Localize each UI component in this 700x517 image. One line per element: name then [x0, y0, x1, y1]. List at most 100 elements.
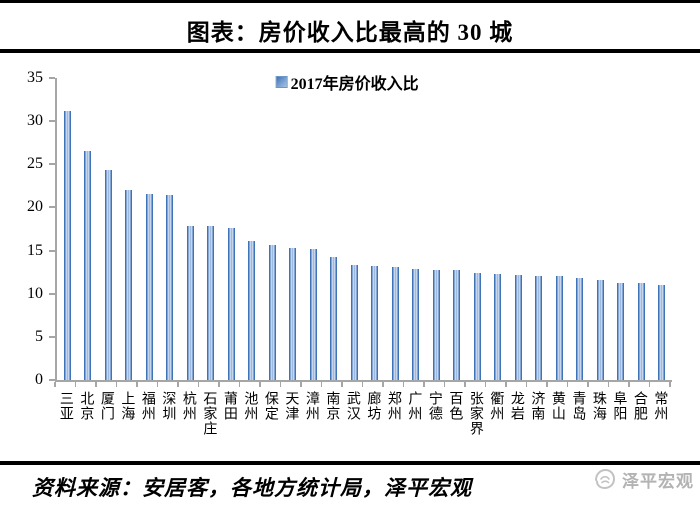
x-axis-tick: [115, 382, 117, 387]
x-axis-label: 百色: [447, 391, 463, 421]
x-axis-label: 三亚: [57, 391, 73, 421]
y-axis-tick-label: 35: [27, 69, 43, 86]
x-axis-label: 宁德: [426, 391, 442, 421]
bar-天津: [289, 247, 297, 380]
bar-深圳: [166, 194, 174, 380]
bar-厦门: [104, 170, 112, 380]
x-axis-tick: [259, 382, 261, 387]
y-axis-tick-label: 0: [35, 371, 43, 388]
x-axis-label: 天津: [283, 391, 299, 421]
bar-济南: [535, 275, 543, 380]
source-note: 资料来源：安居客，各地方统计局，泽平宏观: [32, 476, 472, 500]
x-axis-tick: [525, 382, 527, 387]
bar-福州: [145, 193, 153, 380]
x-axis-tick: [566, 382, 568, 387]
watermark: 泽平宏观: [592, 466, 694, 492]
bar-宁德: [432, 270, 440, 380]
y-axis-tick-label: 30: [27, 112, 43, 130]
x-axis-tick: [423, 382, 425, 387]
bar-龙岩: [514, 274, 522, 380]
x-axis-label: 青岛: [570, 391, 586, 421]
y-axis-tick: [49, 120, 55, 123]
bar-上海: [125, 190, 133, 380]
x-axis-label: 龙岩: [508, 391, 524, 421]
x-axis-tick: [546, 382, 548, 387]
x-axis-tick: [197, 382, 199, 387]
x-axis-label: 张家界: [467, 391, 483, 436]
y-axis-tick: [49, 335, 55, 338]
y-axis-tick: [49, 77, 55, 79]
y-axis-tick-label: 25: [27, 155, 43, 173]
x-axis-label: 广州: [406, 391, 422, 421]
x-axis-tick: [136, 382, 138, 387]
bar-武汉: [350, 265, 358, 380]
bar-北京: [84, 151, 92, 380]
x-axis-tick: [443, 382, 445, 387]
bar-阜阳: [617, 282, 625, 380]
x-axis-tick: [218, 382, 220, 387]
x-axis-tick: [238, 382, 240, 387]
x-axis-tick: [402, 382, 404, 387]
x-axis-label: 深圳: [160, 391, 176, 421]
x-axis-label: 黄山: [549, 391, 565, 421]
x-axis-tick: [628, 382, 630, 387]
x-axis-tick: [669, 382, 671, 387]
top-border-line: [0, 0, 700, 3]
bar-衢州: [494, 273, 502, 380]
bar-莆田: [227, 228, 235, 380]
x-axis-label: 郑州: [385, 391, 401, 421]
bar-chart: 2017年房价收入比 0 5 10 15 20 25 30 35 三亚 北京 厦门 上海 福州 深圳 杭州…: [0, 56, 700, 456]
bar-池州: [248, 241, 256, 380]
x-axis-tick: [484, 382, 486, 387]
x-axis-tick: [74, 382, 76, 387]
bar-黄山: [555, 276, 563, 380]
bar-青岛: [576, 278, 584, 380]
x-axis-label: 廊坊: [365, 391, 381, 421]
chart-legend: 2017年房价收入比: [275, 70, 419, 94]
x-axis-label: 常州: [652, 391, 668, 421]
bar-珠海: [596, 279, 604, 380]
legend-label: 2017年房价收入比: [290, 76, 419, 93]
x-axis-tick: [54, 382, 56, 387]
title-divider-line: [0, 49, 700, 53]
bar-保定: [268, 245, 276, 380]
bar-张家界: [473, 273, 481, 380]
x-axis-label: 合肥: [631, 391, 647, 421]
bar-南京: [330, 256, 338, 380]
x-axis-tick: [361, 382, 363, 387]
x-axis-label: 石家庄: [201, 391, 217, 436]
page-title: 图表：房价收入比最高的 30 城: [186, 20, 514, 45]
y-axis-tick-label: 5: [35, 327, 43, 345]
bar-广州: [412, 268, 420, 380]
x-axis-tick: [587, 382, 589, 387]
y-axis-tick-label: 20: [27, 198, 43, 216]
brand-seal-icon: [595, 468, 616, 490]
x-axis-label: 阜阳: [611, 391, 627, 421]
x-axis-label: 莆田: [221, 391, 237, 421]
x-axis-tick: [341, 382, 343, 387]
x-axis-label: 保定: [262, 391, 278, 421]
x-axis-label: 漳州: [303, 391, 319, 421]
x-axis-label: 福州: [139, 391, 155, 421]
x-axis-label: 上海: [119, 391, 135, 421]
footer-divider-line: [0, 461, 700, 465]
bar-杭州: [186, 225, 194, 380]
x-axis-tick: [607, 382, 609, 387]
bar-合肥: [637, 283, 645, 380]
y-axis-tick: [49, 249, 55, 252]
x-axis-tick: [320, 382, 322, 387]
x-axis-tick: [177, 382, 179, 387]
y-axis-tick-label: 10: [27, 284, 43, 302]
x-axis-tick: [382, 382, 384, 387]
y-axis-tick: [49, 379, 55, 381]
x-axis-tick: [279, 382, 281, 387]
watermark-label: 泽平宏观: [622, 471, 694, 491]
bar-漳州: [309, 248, 317, 380]
x-axis-tick: [300, 382, 302, 387]
bar-石家庄: [207, 226, 215, 380]
x-axis-tick: [505, 382, 507, 387]
y-axis-tick: [49, 163, 55, 166]
x-axis-tick: [464, 382, 466, 387]
x-axis-label: 济南: [529, 391, 545, 421]
